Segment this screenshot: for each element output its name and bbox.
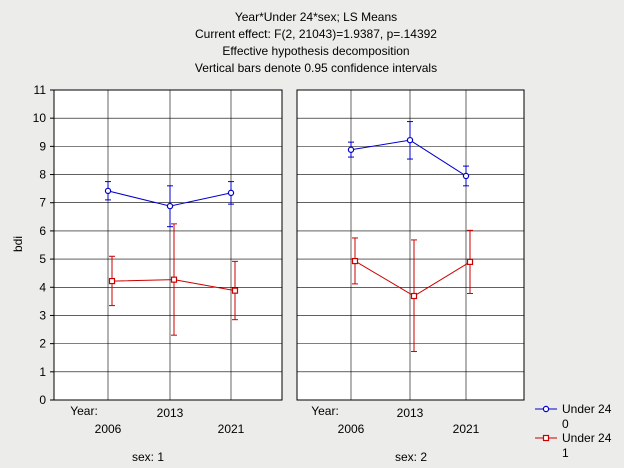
y-tick-label: 0 [39,393,46,407]
data-point-circle [462,172,470,180]
legend-marker-square [542,434,550,442]
data-point-circle [406,136,414,144]
data-point-circle [227,189,235,197]
y-tick-label: 2 [39,337,46,351]
title-line-3: Effective hypothesis decomposition [222,44,409,58]
x-tick-label: 2021 [453,422,480,436]
panel-label: sex: 1 [132,450,164,464]
y-tick-label: 8 [39,168,46,182]
y-axis-label: bdi [11,236,25,252]
y-tick-label: 4 [39,280,46,294]
legend-entry-0: Under 24 0 [535,402,612,431]
legend-marker-circle [542,405,550,413]
x-tick-label: 2013 [157,406,184,420]
y-tick-label: 6 [39,224,46,238]
data-point-circle [104,187,112,195]
data-point-square [170,276,178,283]
y-tick-label: 3 [39,308,46,322]
data-point-square [410,292,418,300]
title-line-4: Vertical bars denote 0.95 confidence int… [195,61,437,75]
x-tick-label: 2021 [218,422,245,436]
chart-title: Year*Under 24*sex; LS Means Current effe… [195,10,437,75]
x-tick-label: 2013 [397,406,424,420]
x-axis-name: Year: [70,404,98,418]
legend-title: Under 24 [562,402,612,416]
panel-frame [53,89,283,401]
data-point-square [466,258,474,266]
title-line-2: Current effect: F(2, 21043)=1.9387, p=.1… [195,27,437,41]
x-axis-name: Year: [311,404,339,418]
data-point-circle [166,202,174,210]
legend-entry-1: Under 24 1 [535,431,612,460]
y-tick-label: 9 [39,139,46,153]
y-tick-label: 5 [39,252,46,266]
legend: Under 24 0 Under 24 1 [535,402,612,460]
y-tick-label: 1 [39,365,46,379]
y-axis: 0 1 2 3 4 5 6 7 8 9 10 11 [33,83,54,407]
panel-label: sex: 2 [395,450,427,464]
legend-value: 0 [562,417,569,431]
data-point-square [231,287,239,294]
title-line-1: Year*Under 24*sex; LS Means [235,10,397,24]
y-tick-label: 10 [33,111,47,125]
panel-sex-1: 2006 2013 2021 Year: sex: 1 [53,89,283,464]
panel-sex-2: 2006 2013 2021 Year: sex: 2 [296,89,525,464]
x-tick-label: 2006 [338,422,365,436]
legend-value: 1 [562,446,569,460]
data-point-circle [347,146,355,153]
y-tick-label: 11 [34,83,47,97]
x-tick-label: 2006 [95,422,122,436]
data-point-square [351,257,359,265]
y-tick-label: 7 [39,196,46,210]
legend-title: Under 24 [562,431,612,445]
data-point-square [108,277,116,285]
